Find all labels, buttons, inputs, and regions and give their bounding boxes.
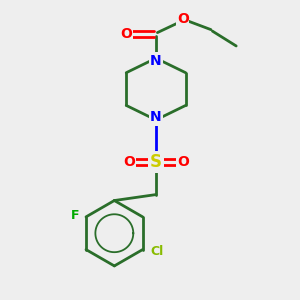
Text: S: S [150, 153, 162, 171]
Text: O: O [177, 12, 189, 26]
Text: Cl: Cl [150, 245, 164, 258]
Text: O: O [120, 27, 132, 41]
Text: F: F [70, 209, 79, 222]
Text: O: O [177, 155, 189, 169]
Text: N: N [150, 54, 162, 68]
Text: N: N [150, 110, 162, 124]
Text: O: O [123, 155, 135, 169]
